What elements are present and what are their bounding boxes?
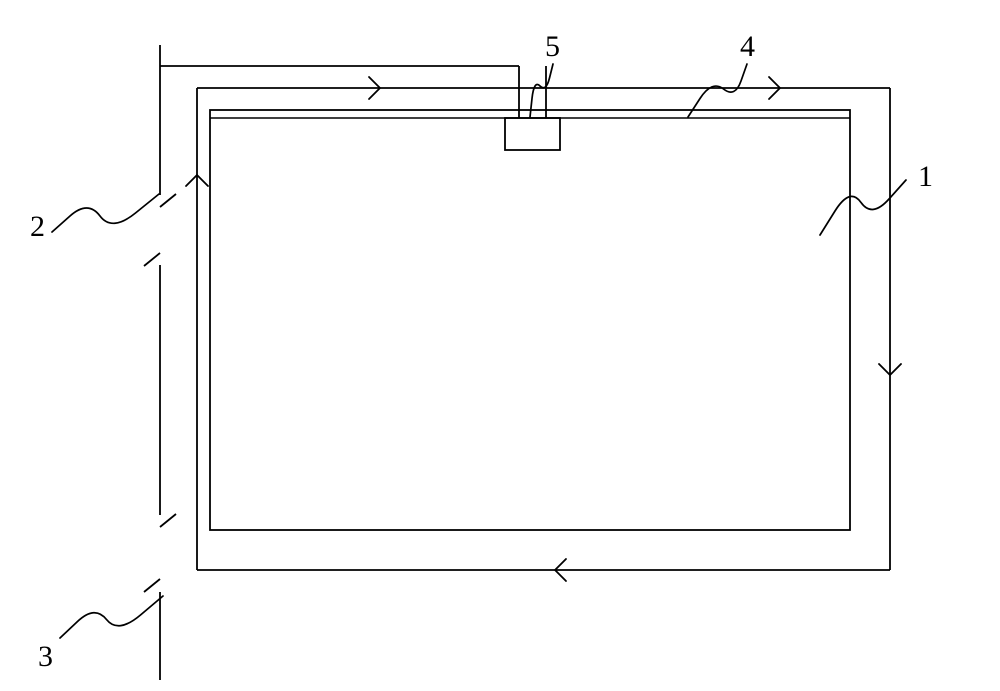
- label-2: 2: [30, 210, 45, 244]
- label-3: 3: [38, 640, 53, 674]
- label-4: 4: [740, 30, 755, 64]
- label-1: 1: [918, 160, 933, 194]
- label-5: 5: [545, 30, 560, 64]
- diagram-canvas: [0, 0, 1000, 691]
